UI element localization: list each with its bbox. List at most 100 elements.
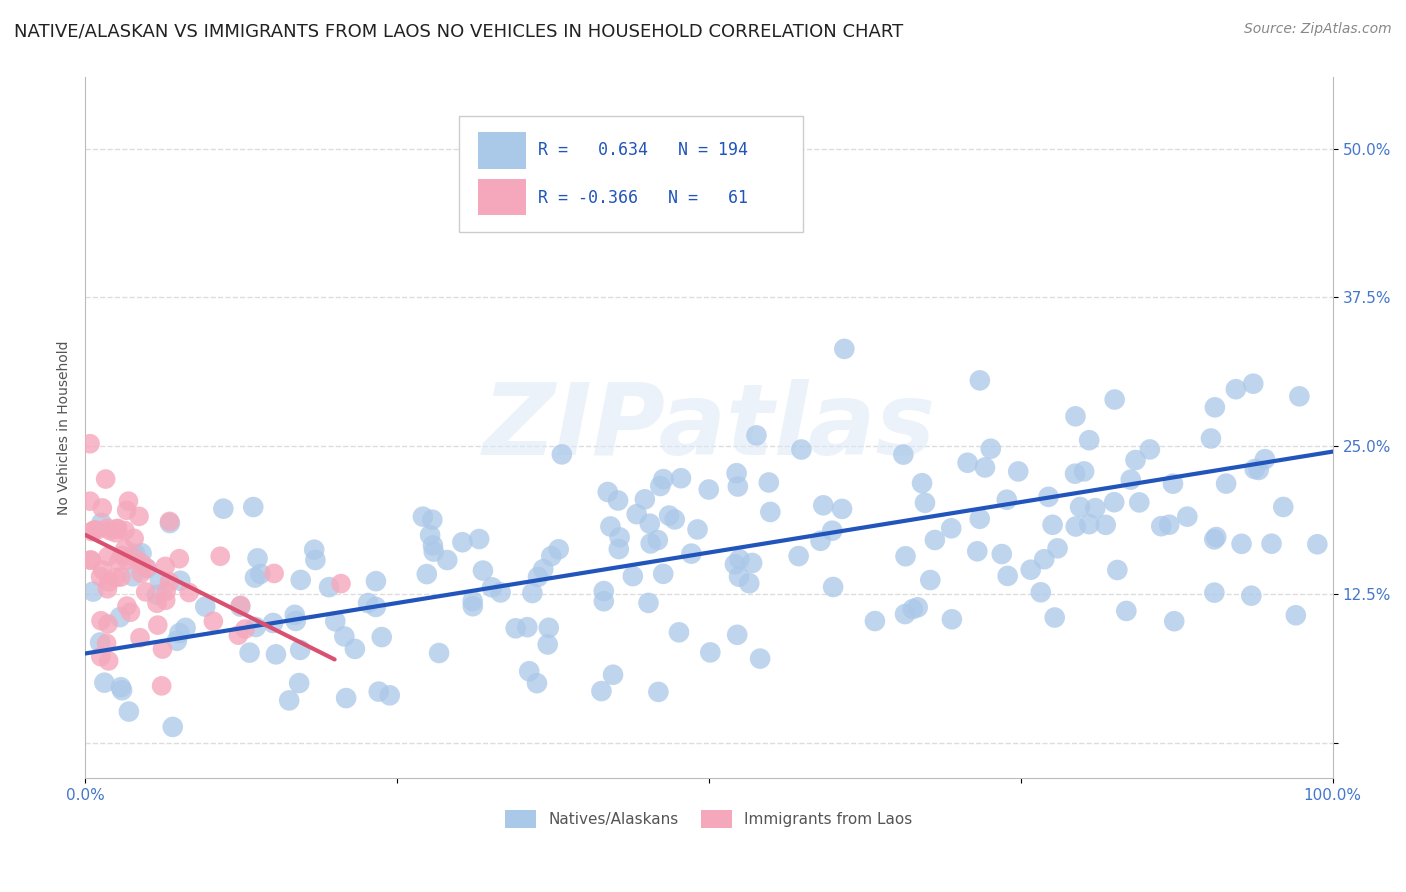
Point: [471, 564, 494, 578]
Point: [246, 551, 269, 566]
Point: [111, 683, 134, 698]
Point: [115, 553, 138, 567]
Point: [422, 544, 444, 558]
Point: [115, 599, 138, 613]
Point: [1241, 376, 1264, 391]
Point: [1215, 476, 1237, 491]
Point: [956, 456, 979, 470]
Point: [82, 584, 104, 599]
Point: [596, 485, 619, 500]
Point: [357, 596, 380, 610]
Point: [80, 553, 103, 567]
Point: [1029, 585, 1052, 599]
Point: [239, 646, 262, 660]
Point: [1199, 432, 1222, 446]
Point: [907, 600, 929, 615]
Point: [1204, 585, 1226, 599]
Point: [108, 610, 131, 624]
Point: [941, 612, 963, 626]
Point: [263, 566, 285, 581]
Point: [128, 509, 150, 524]
Point: [427, 646, 450, 660]
Point: [1069, 500, 1091, 514]
Point: [980, 442, 1002, 456]
Point: [1139, 442, 1161, 457]
Point: [114, 542, 136, 557]
Y-axis label: No Vehicles in Household: No Vehicles in Household: [58, 341, 72, 515]
Point: [233, 622, 256, 636]
Point: [505, 621, 527, 635]
Point: [91, 563, 114, 577]
Point: [823, 580, 845, 594]
Point: [969, 512, 991, 526]
Point: [1119, 473, 1142, 487]
Point: [966, 544, 988, 558]
Point: [724, 558, 747, 572]
Point: [592, 594, 614, 608]
Point: [728, 570, 751, 584]
Point: [911, 476, 934, 491]
Point: [995, 492, 1018, 507]
Point: [124, 550, 146, 565]
Point: [120, 605, 142, 619]
Point: [1104, 392, 1126, 407]
Point: [810, 533, 832, 548]
Point: [1240, 589, 1263, 603]
Point: [481, 580, 503, 594]
Point: [1260, 537, 1282, 551]
Point: [997, 569, 1019, 583]
Point: [1163, 614, 1185, 628]
Point: [638, 516, 661, 531]
Point: [318, 580, 340, 594]
Point: [894, 607, 917, 621]
Point: [302, 542, 325, 557]
Point: [177, 585, 200, 599]
Point: [1150, 519, 1173, 533]
Point: [135, 561, 157, 575]
Point: [1254, 452, 1277, 467]
Point: [155, 559, 177, 574]
Point: [626, 507, 648, 521]
Point: [110, 570, 132, 584]
Point: [278, 693, 301, 707]
Point: [1042, 517, 1064, 532]
Point: [969, 373, 991, 387]
Point: [90, 516, 112, 530]
Point: [609, 530, 631, 544]
Legend: Natives/Alaskans, Immigrants from Laos: Natives/Alaskans, Immigrants from Laos: [499, 804, 918, 834]
Point: [96, 582, 118, 596]
Point: [1272, 500, 1295, 514]
Point: [162, 720, 184, 734]
Point: [117, 494, 139, 508]
Point: [367, 684, 389, 698]
Point: [1128, 495, 1150, 509]
Point: [419, 528, 441, 542]
Point: [591, 684, 613, 698]
Point: [537, 638, 560, 652]
Point: [169, 574, 191, 588]
Point: [664, 512, 686, 526]
Point: [343, 641, 366, 656]
Point: [607, 493, 630, 508]
Point: [647, 685, 669, 699]
Point: [129, 631, 152, 645]
Point: [813, 498, 835, 512]
Text: ZIPatlas: ZIPatlas: [482, 379, 935, 476]
Point: [1064, 467, 1087, 481]
Point: [111, 549, 134, 563]
Point: [697, 483, 720, 497]
Point: [1094, 517, 1116, 532]
Text: R =   0.634   N = 194: R = 0.634 N = 194: [538, 141, 748, 159]
Point: [96, 636, 118, 650]
Point: [621, 569, 644, 583]
Point: [416, 567, 439, 582]
Point: [135, 585, 157, 599]
Point: [245, 620, 267, 634]
Point: [229, 599, 252, 613]
Point: [169, 551, 191, 566]
Point: [290, 573, 312, 587]
Point: [1064, 409, 1087, 424]
Point: [80, 524, 103, 539]
Point: [894, 549, 917, 564]
Point: [634, 492, 657, 507]
